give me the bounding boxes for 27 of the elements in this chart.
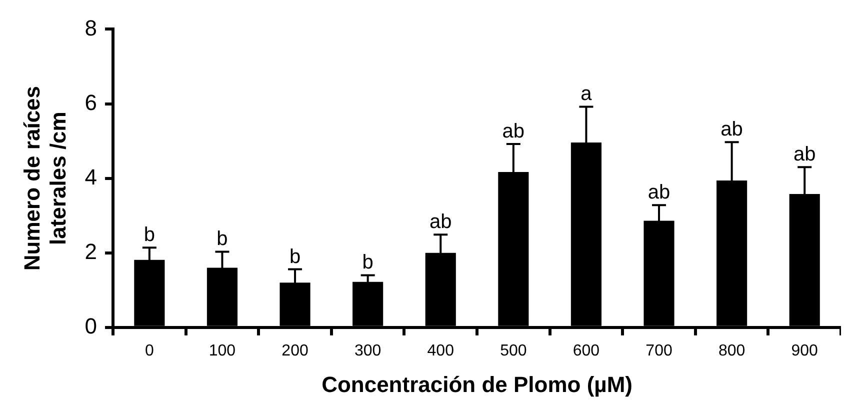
annotation: b [362, 252, 374, 274]
annotation: b [289, 246, 301, 268]
y-tick-label: 6 [84, 90, 98, 115]
annotation: ab [720, 118, 743, 141]
x-tick-label: 800 [718, 342, 746, 360]
y-tick-label: 2 [84, 238, 98, 264]
annotation: a [580, 83, 593, 106]
y-tick-label: 8 [84, 15, 98, 40]
annotation: b [216, 228, 228, 250]
x-tick-label: 900 [791, 342, 818, 360]
x-tick-label: 600 [572, 342, 600, 360]
x-tick-label: 400 [427, 342, 454, 360]
x-tick-label: 100 [208, 342, 236, 360]
annotation: b [144, 224, 155, 246]
y-axis-title: Numero de raíces laterales /cm [19, 86, 71, 271]
x-axis-title: Concentración de Plomo (µM) [322, 372, 632, 397]
y-tick-label: 0 [84, 313, 98, 338]
x-tick-label: 300 [354, 342, 382, 360]
x-tick-label: 700 [646, 342, 672, 360]
x-tick-label: 500 [500, 342, 527, 360]
x-tick-label: 200 [282, 342, 308, 360]
annotation: ab [648, 182, 670, 204]
annotation: ab [502, 120, 525, 143]
annotation: ab [793, 144, 816, 166]
annotation: ab [429, 211, 452, 234]
y-tick-label: 4 [84, 164, 98, 190]
x-tick-label: 0 [144, 342, 154, 360]
